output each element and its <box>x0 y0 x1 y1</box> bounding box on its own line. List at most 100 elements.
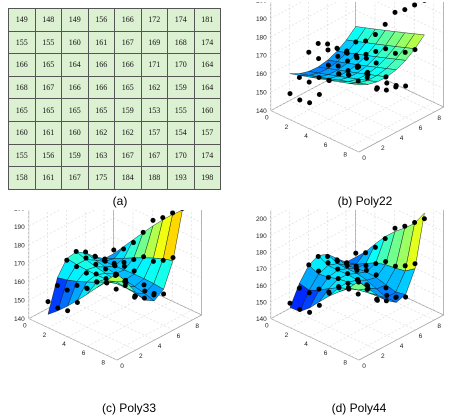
data-point <box>374 297 380 303</box>
data-point <box>315 254 321 260</box>
data-point <box>353 39 359 45</box>
data-point <box>392 50 398 56</box>
y-tick-label: 2 <box>139 353 143 360</box>
z-tick-label: 160 <box>256 71 267 78</box>
data-point <box>353 263 359 269</box>
table-cell: 166 <box>87 53 115 77</box>
data-point <box>402 7 408 13</box>
data-point <box>372 32 378 38</box>
table-cell: 149 <box>8 8 36 32</box>
data-point <box>383 46 389 52</box>
table-row: 168 167 166 166 165 162 159 164 <box>8 75 221 100</box>
data-point <box>421 216 427 222</box>
x-tick-label: 0 <box>23 323 27 330</box>
table-cell: 154 <box>167 120 195 145</box>
z-tick-label: 140 <box>14 316 25 323</box>
x-tick-label: 2 <box>285 124 289 131</box>
data-point <box>373 261 379 267</box>
z-tick-label: 140 <box>256 108 267 115</box>
data-point <box>392 263 398 269</box>
data-point <box>334 257 340 263</box>
data-point <box>364 282 370 288</box>
z-tick-label: 150 <box>14 298 25 305</box>
data-point <box>73 249 79 255</box>
y-tick-label: 4 <box>400 343 404 350</box>
x-tick-label: 4 <box>304 341 308 348</box>
table-cell: 160 <box>61 30 89 55</box>
data-point <box>325 41 331 47</box>
data-point <box>131 268 137 274</box>
data-point <box>160 257 166 263</box>
data-point <box>364 71 370 77</box>
table-cell: 159 <box>167 75 195 100</box>
data-point <box>287 300 293 306</box>
z-tick-label: 190 <box>14 224 25 231</box>
z-tick-label: 190 <box>256 16 267 23</box>
data-point <box>355 291 361 297</box>
table-cell: 165 <box>34 53 62 77</box>
data-point <box>74 282 80 288</box>
data-point <box>141 282 147 288</box>
data-point <box>373 60 379 66</box>
data-point <box>382 21 388 27</box>
data-point <box>307 309 313 315</box>
data-point <box>122 279 128 285</box>
table-cell: 166 <box>114 53 142 77</box>
table-cell: 162 <box>87 120 115 145</box>
data-point <box>345 68 351 74</box>
data-point <box>142 288 148 294</box>
table-cell: 166 <box>87 75 115 100</box>
table-row: 158 161 167 175 184 188 193 198 <box>8 166 221 190</box>
table-row: 155 155 160 161 167 169 168 174 <box>8 30 221 55</box>
data-point <box>141 254 147 260</box>
data-point <box>74 264 80 270</box>
data-point <box>373 49 379 55</box>
y-tick-label: 6 <box>177 333 181 340</box>
y-tick-label: 8 <box>437 115 441 122</box>
data-point <box>180 210 185 211</box>
table-cell: 198 <box>193 166 221 190</box>
data-point <box>334 45 340 51</box>
caption-b: (b) Poly22 <box>337 194 393 208</box>
table-cell: 168 <box>8 75 36 100</box>
y-tick-label: 0 <box>120 363 124 370</box>
table-cell: 167 <box>61 166 89 190</box>
table-cell: 160 <box>61 120 89 145</box>
data-point <box>402 223 408 229</box>
table-cell: 157 <box>140 120 168 145</box>
table-cell: 164 <box>61 53 89 77</box>
x-tick-label: 4 <box>62 341 66 348</box>
data-point <box>403 83 409 89</box>
data-point <box>45 299 51 305</box>
data-point <box>326 77 332 83</box>
data-point <box>393 294 399 300</box>
table-cell: 167 <box>114 30 142 55</box>
data-point <box>335 266 341 272</box>
data-points <box>287 216 427 315</box>
y-tick-label: 0 <box>362 155 366 162</box>
y-tick-label: 4 <box>158 343 162 350</box>
data-point <box>364 75 370 81</box>
data-point <box>92 253 98 259</box>
data-point <box>121 259 127 265</box>
data-point <box>103 266 109 272</box>
table-cell: 158 <box>8 166 36 190</box>
surface-plot-poly33: 140 150 160 170 180 190 200 0 2 4 6 8 0 2 4 6 8 <box>14 210 203 370</box>
x-tick-label: 4 <box>304 133 308 140</box>
table-cell: 170 <box>167 143 195 168</box>
y-tick-label: 8 <box>195 323 199 330</box>
z-tick-label: 180 <box>256 34 267 41</box>
z-tick-label: 140 <box>256 316 267 323</box>
data-point <box>392 225 398 231</box>
y-tick-label: 2 <box>381 353 385 360</box>
data-point <box>402 263 408 269</box>
table-cell: 160 <box>193 98 221 122</box>
data-point <box>345 280 351 286</box>
data-point <box>84 285 90 291</box>
table-cell: 168 <box>167 30 195 55</box>
table-cell: 184 <box>114 166 142 190</box>
table-row: 165 165 165 165 159 153 155 160 <box>8 98 221 122</box>
data-point <box>383 74 389 80</box>
x-tick-label: 0 <box>265 115 269 122</box>
data-point <box>336 284 342 290</box>
